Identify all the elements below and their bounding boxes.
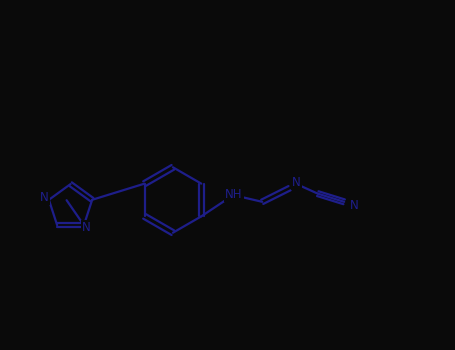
Text: N: N — [82, 221, 91, 234]
Text: N: N — [292, 176, 301, 189]
Text: N: N — [40, 191, 49, 204]
Text: NH: NH — [225, 188, 243, 201]
Text: N: N — [350, 199, 359, 212]
